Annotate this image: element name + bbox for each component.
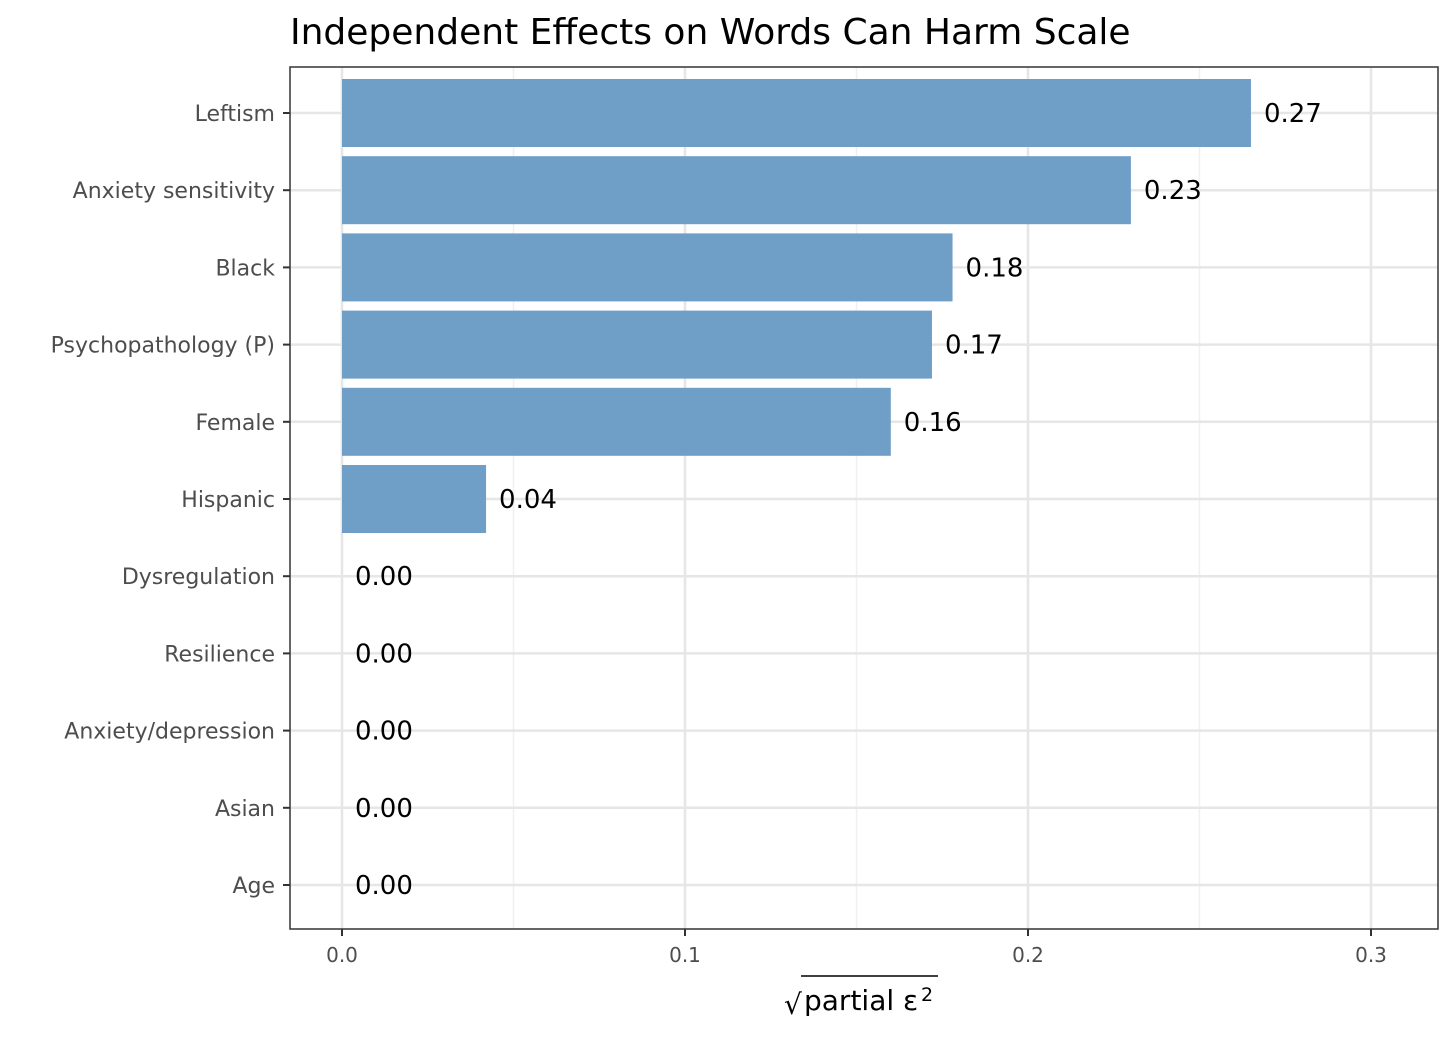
value-label: 0.04: [499, 485, 557, 515]
value-label: 0.18: [966, 253, 1024, 283]
chart-title: Independent Effects on Words Can Harm Sc…: [290, 12, 1131, 53]
y-tick-label: Anxiety sensitivity: [73, 179, 275, 204]
radical-sign: √: [784, 988, 802, 1021]
value-label: 0.23: [1144, 176, 1202, 206]
y-tick-label: Anxiety/depression: [64, 720, 275, 745]
bar: [342, 79, 1251, 147]
value-label: 0.00: [355, 639, 413, 669]
bar: [342, 233, 953, 302]
x-axis-label-exponent: 2: [921, 984, 933, 1006]
value-label: 0.00: [355, 562, 413, 592]
value-label: 0.16: [904, 408, 962, 438]
value-label: 0.00: [355, 871, 413, 901]
bar: [342, 387, 891, 456]
value-label: 0.00: [355, 794, 413, 824]
y-tick-label: Leftism: [195, 102, 275, 127]
x-axis: 0.0 0.1 0.2 0.3: [326, 929, 1387, 967]
bar: [342, 310, 932, 379]
y-tick-label: Asian: [215, 797, 275, 822]
bars: [342, 79, 1251, 533]
value-label: 0.27: [1264, 99, 1322, 129]
value-label: 0.17: [945, 331, 1003, 361]
y-tick-label: Resilience: [164, 642, 275, 667]
x-tick-label: 0.1: [669, 943, 701, 967]
bar: [342, 156, 1131, 225]
y-tick-label: Dysregulation: [122, 565, 275, 590]
y-tick-label: Black: [215, 256, 275, 281]
x-tick-label: 0.0: [326, 943, 358, 967]
y-tick-label: Psychopathology (P): [51, 334, 275, 359]
x-axis-title: √ partial ε 2: [784, 975, 938, 1021]
value-labels: 0.27 0.23 0.18 0.17 0.16 0.04 0.00 0.00 0.00 0.00…: [355, 99, 1322, 901]
y-tick-label: Hispanic: [181, 488, 275, 513]
y-tick-label: Female: [195, 411, 275, 436]
bar: [342, 465, 487, 533]
x-tick-label: 0.3: [1355, 943, 1387, 967]
y-axis: Leftism Anxiety sensitivity Black Psychopat…: [51, 102, 290, 899]
x-axis-label: partial ε: [804, 984, 918, 1017]
value-label: 0.00: [355, 717, 413, 747]
y-tick-label: Age: [232, 874, 275, 899]
x-tick-label: 0.2: [1012, 943, 1044, 967]
